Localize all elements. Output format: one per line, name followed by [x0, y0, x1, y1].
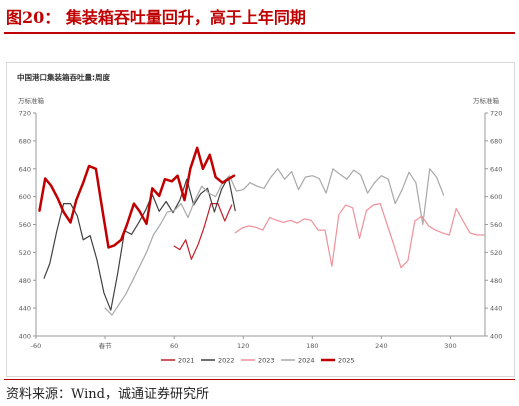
series-line-2022: [43, 176, 236, 311]
chart-panel: [6, 62, 515, 377]
y-axis-label-right: 万标准箱: [473, 96, 500, 105]
series-line-2025: [38, 146, 236, 249]
source-rule: [4, 379, 515, 380]
y-tick-label-left: 480: [19, 277, 31, 285]
y-tick-label-left: 720: [19, 110, 31, 118]
y-tick-label-left: 560: [19, 221, 31, 229]
legend-label-2024: 2024: [298, 357, 315, 365]
series-line-2024: [104, 168, 445, 316]
title-rule: [4, 32, 515, 34]
y-tick-label-left: 400: [19, 333, 31, 341]
y-tick-label-left: 520: [19, 249, 31, 257]
x-tick-label: 60: [170, 342, 178, 350]
series-line-2021: [173, 203, 233, 260]
y-tick-label-left: 680: [19, 137, 31, 145]
y-axis-label-left: 万标准箱: [18, 96, 45, 105]
series-line-2023: [234, 203, 485, 269]
y-tick-label-right: 560: [490, 221, 502, 229]
x-tick-label: -60: [31, 342, 42, 350]
legend-label-2023: 2023: [258, 357, 275, 365]
y-tick-label-right: 640: [490, 165, 502, 173]
y-tick-label-left: 600: [19, 193, 31, 201]
y-tick-label-right: 600: [490, 193, 502, 201]
y-tick-label-right: 400: [490, 333, 502, 341]
y-tick-label-left: 640: [19, 165, 31, 173]
x-tick-label: 120: [237, 342, 249, 350]
y-tick-label-right: 720: [490, 110, 502, 118]
y-tick-label-right: 440: [490, 305, 502, 313]
figure-title: 图20： 集装箱吞吐量回升，高于上年同期: [6, 8, 306, 27]
x-tick-label: 240: [375, 342, 387, 350]
legend-label-2025: 2025: [338, 357, 355, 365]
x-tick-label: 300: [444, 342, 456, 350]
chart-title: 中国港口集装箱吞吐量:周度: [17, 73, 110, 82]
legend-label-2022: 2022: [218, 357, 235, 365]
legend-label-2021: 2021: [178, 357, 195, 365]
x-tick-label: 春节: [99, 341, 113, 350]
y-tick-label-right: 520: [490, 249, 502, 257]
y-tick-label-left: 440: [19, 305, 31, 313]
y-tick-label-right: 480: [490, 277, 502, 285]
x-tick-label: 180: [306, 342, 318, 350]
y-tick-label-right: 680: [490, 137, 502, 145]
source-note: 资料来源：Wind，诚通证券研究所: [6, 387, 209, 402]
